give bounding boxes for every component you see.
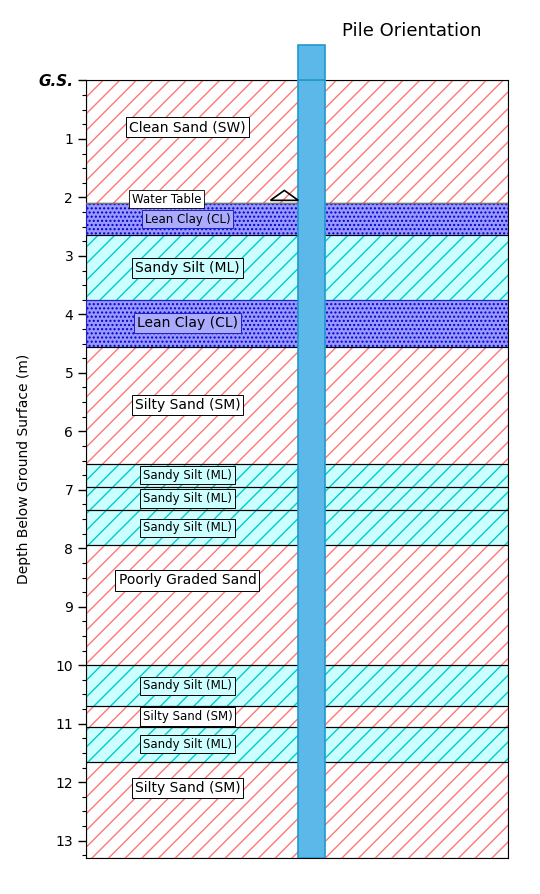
Bar <box>298 46 326 80</box>
Text: Silty Sand (SM): Silty Sand (SM) <box>134 781 240 795</box>
Text: Poorly Graded Sand: Poorly Graded Sand <box>119 573 256 587</box>
Bar <box>86 510 508 545</box>
Bar <box>86 203 508 235</box>
Bar <box>86 487 508 510</box>
Text: Sandy Silt (ML): Sandy Silt (ML) <box>143 521 232 535</box>
Bar <box>86 347 508 463</box>
Bar <box>86 706 508 727</box>
Text: Lean Clay (CL): Lean Clay (CL) <box>145 213 230 226</box>
Bar <box>86 80 508 203</box>
Bar <box>86 510 508 545</box>
Bar <box>86 80 508 203</box>
Bar <box>86 706 508 727</box>
Text: Sandy Silt (ML): Sandy Silt (ML) <box>143 738 232 751</box>
Bar <box>86 463 508 487</box>
Bar <box>86 510 508 545</box>
Bar <box>86 347 508 463</box>
Bar <box>298 80 326 858</box>
Bar <box>86 665 508 706</box>
Text: Sandy Silt (ML): Sandy Silt (ML) <box>143 679 232 692</box>
Bar <box>86 203 508 235</box>
Bar <box>86 487 508 510</box>
Bar <box>86 545 508 665</box>
Text: Sandy Silt (ML): Sandy Silt (ML) <box>135 260 240 274</box>
Bar <box>86 727 508 762</box>
Bar <box>86 762 508 858</box>
Bar <box>86 299 508 347</box>
Text: Sandy Silt (ML): Sandy Silt (ML) <box>143 492 232 505</box>
Bar <box>86 487 508 510</box>
Text: Silty Sand (SM): Silty Sand (SM) <box>143 710 232 723</box>
Text: Sandy Silt (ML): Sandy Silt (ML) <box>143 468 232 482</box>
Text: Lean Clay (CL): Lean Clay (CL) <box>137 316 238 330</box>
Bar <box>86 299 508 347</box>
Text: Silty Sand (SM): Silty Sand (SM) <box>134 398 240 412</box>
Bar <box>86 235 508 299</box>
Bar <box>86 545 508 665</box>
Bar <box>86 665 508 706</box>
Bar <box>86 706 508 727</box>
Bar <box>86 347 508 463</box>
Bar <box>86 727 508 762</box>
Bar <box>86 299 508 347</box>
Bar <box>86 545 508 665</box>
Bar <box>86 762 508 858</box>
Bar <box>86 762 508 858</box>
Y-axis label: Depth Below Ground Surface (m): Depth Below Ground Surface (m) <box>17 354 31 585</box>
Bar <box>86 463 508 487</box>
Bar <box>86 80 508 203</box>
Bar <box>86 463 508 487</box>
Bar <box>86 235 508 299</box>
Bar <box>86 235 508 299</box>
Bar <box>86 203 508 235</box>
Bar <box>86 727 508 762</box>
Text: Pile Orientation: Pile Orientation <box>342 22 481 40</box>
Text: Clean Sand (SW): Clean Sand (SW) <box>129 121 246 134</box>
Text: Water Table: Water Table <box>132 193 201 206</box>
Bar <box>86 665 508 706</box>
